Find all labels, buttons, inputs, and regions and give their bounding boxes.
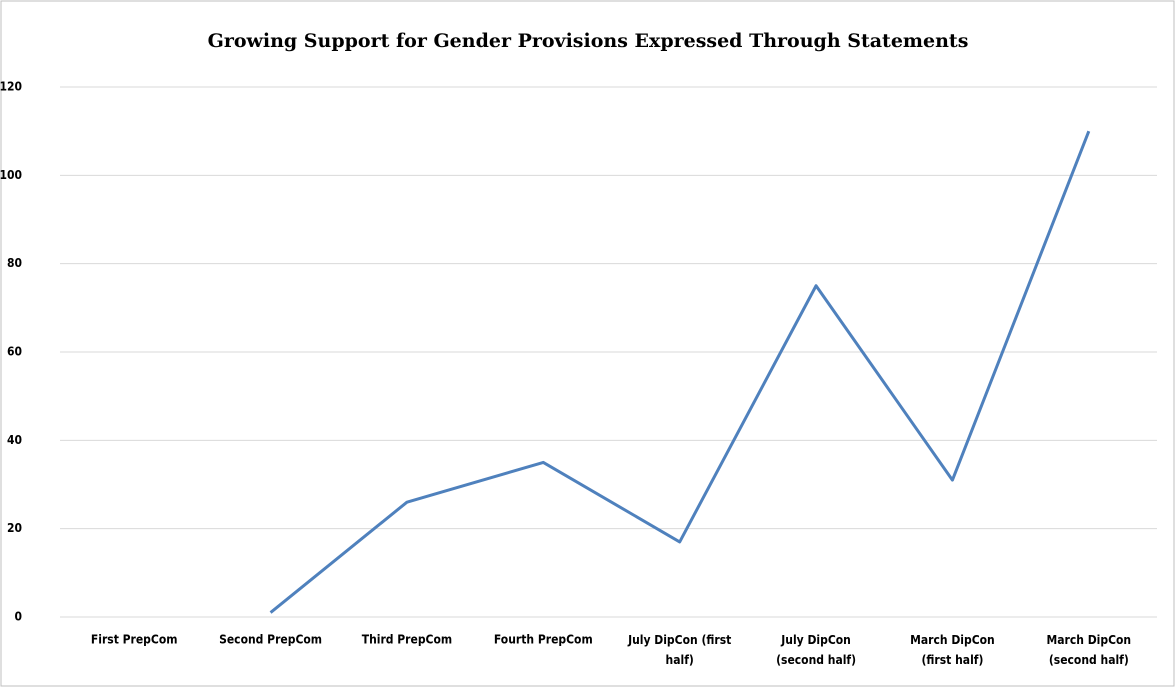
x-tick-label: First PrepCom bbox=[91, 633, 178, 647]
chart-title: Growing Support for Gender Provisions Ex… bbox=[208, 30, 969, 52]
y-tick-label: 60 bbox=[7, 345, 22, 359]
y-tick-label: 20 bbox=[7, 521, 22, 535]
y-tick-label: 120 bbox=[0, 80, 22, 94]
x-tick-label: Third PrepCom bbox=[362, 633, 452, 647]
y-tick-label: 0 bbox=[14, 610, 22, 624]
y-tick-label: 40 bbox=[7, 433, 22, 447]
y-tick-label: 80 bbox=[7, 256, 22, 270]
x-tick-label: July DipCon (second half) bbox=[776, 633, 856, 667]
data-line bbox=[269, 130, 1091, 614]
x-tick-label: Fourth PrepCom bbox=[494, 633, 593, 647]
x-tick-label: Second PrepCom bbox=[219, 633, 322, 647]
x-tick-label: March DipCon (first half) bbox=[910, 633, 995, 667]
y-tick-label: 100 bbox=[0, 168, 22, 182]
x-tick-label: July DipCon (first half) bbox=[627, 633, 731, 667]
x-tick-label: March DipCon (second half) bbox=[1047, 633, 1132, 667]
